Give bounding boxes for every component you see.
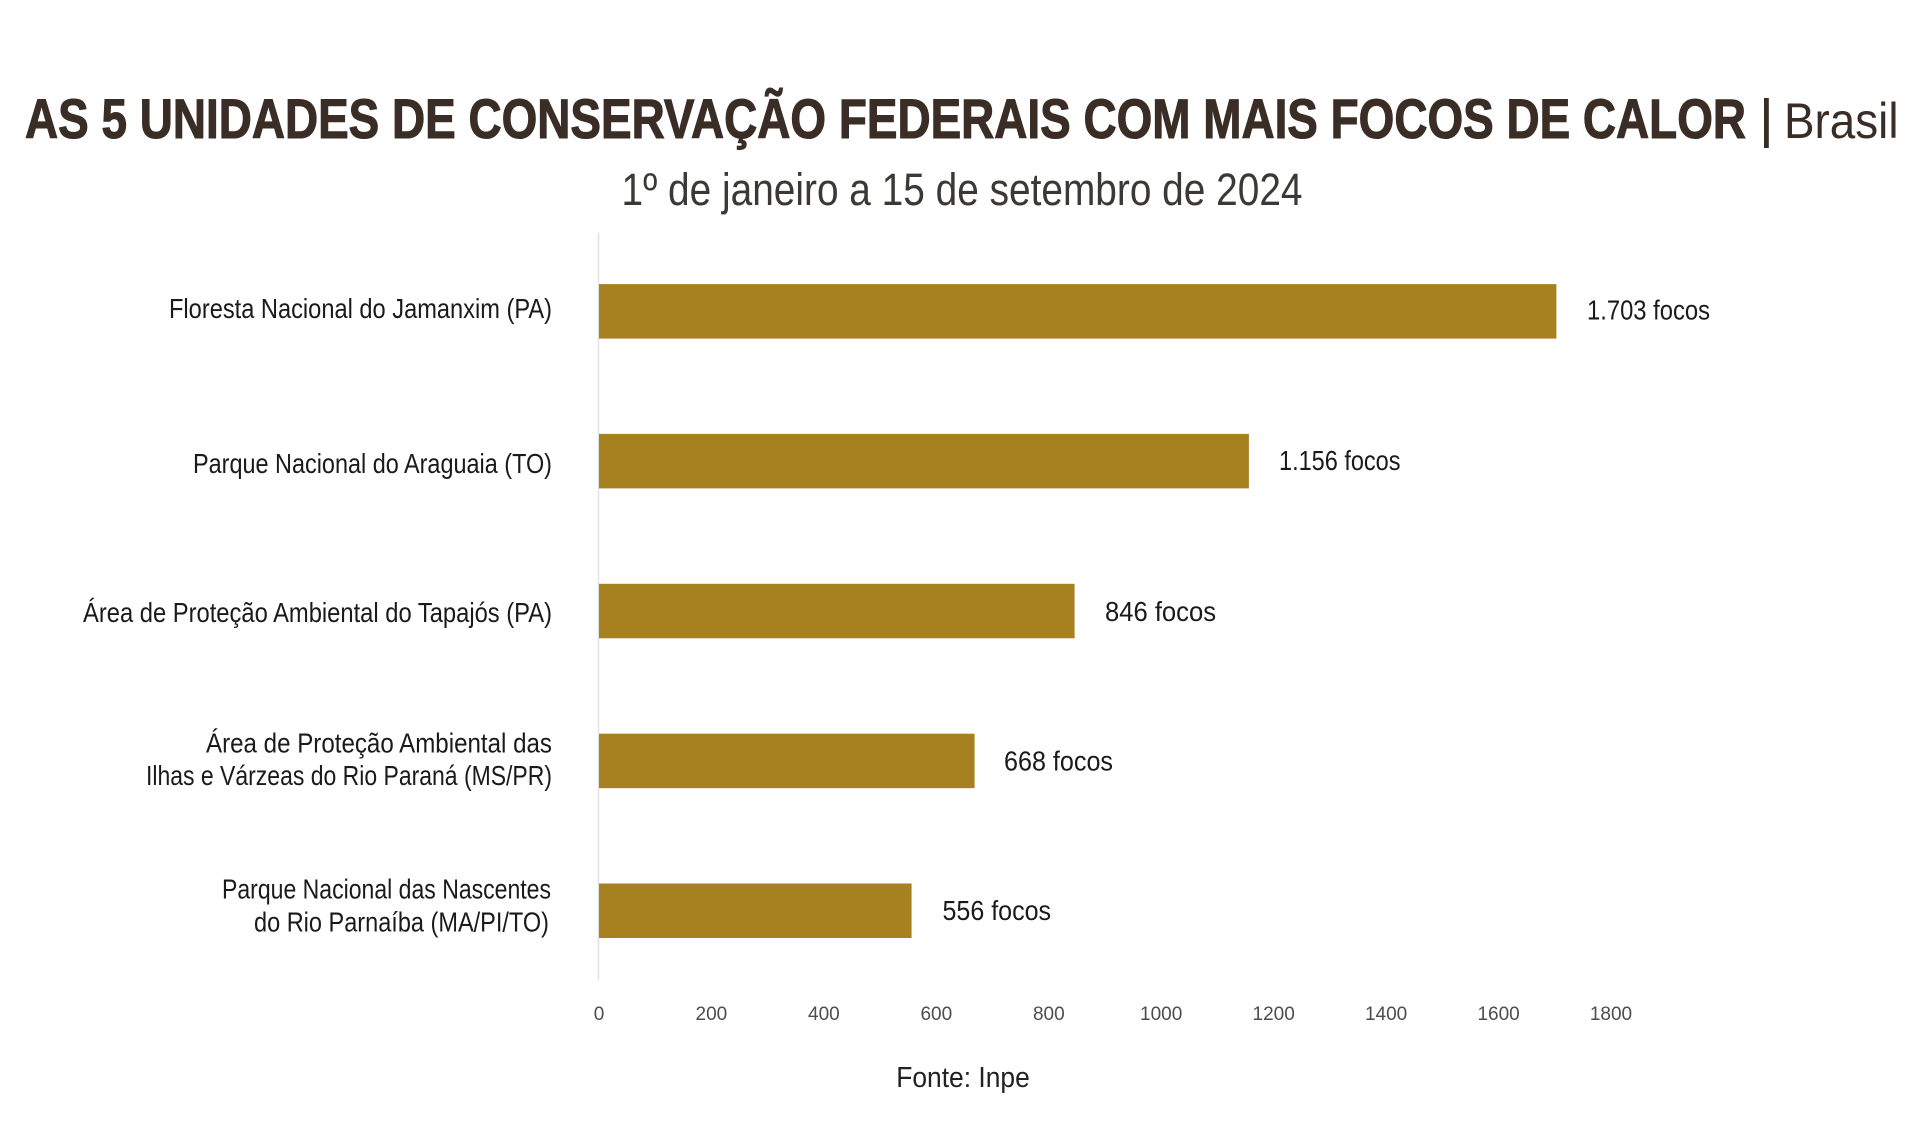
svg-text:do Rio Parnaíba (MA/PI/TO): do Rio Parnaíba (MA/PI/TO) bbox=[254, 907, 549, 938]
svg-text:1400: 1400 bbox=[1365, 1004, 1407, 1025]
svg-text:1.156 focos: 1.156 focos bbox=[1279, 445, 1401, 476]
svg-text:846 focos: 846 focos bbox=[1105, 596, 1216, 627]
svg-text:1200: 1200 bbox=[1253, 1004, 1295, 1025]
svg-text:Floresta Nacional do Jamanxim: Floresta Nacional do Jamanxim (PA) bbox=[169, 293, 552, 324]
svg-text:200: 200 bbox=[696, 1004, 728, 1025]
svg-text:400: 400 bbox=[808, 1004, 840, 1025]
svg-text:1800: 1800 bbox=[1590, 1004, 1632, 1025]
svg-text:Área de Proteção Ambiental das: Área de Proteção Ambiental das bbox=[206, 728, 552, 759]
svg-text:668 focos: 668 focos bbox=[1004, 746, 1113, 777]
svg-text:600: 600 bbox=[920, 1004, 952, 1025]
svg-text:1000: 1000 bbox=[1140, 1004, 1182, 1025]
svg-text:1º de janeiro a 15 de setembro: 1º de janeiro a 15 de setembro de 2024 bbox=[622, 164, 1303, 215]
svg-text:0: 0 bbox=[594, 1004, 605, 1025]
svg-text:1600: 1600 bbox=[1477, 1004, 1519, 1025]
svg-text:Parque Nacional do Araguaia (T: Parque Nacional do Araguaia (TO) bbox=[193, 448, 552, 479]
svg-text:556 focos: 556 focos bbox=[943, 895, 1052, 926]
svg-text:Ilhas e Várzeas do Rio Paraná: Ilhas e Várzeas do Rio Paraná (MS/PR) bbox=[146, 760, 552, 791]
svg-text:AS 5 UNIDADES DE CONSERVAÇÃO F: AS 5 UNIDADES DE CONSERVAÇÃO FEDERAIS CO… bbox=[25, 87, 1746, 150]
svg-text:Parque Nacional das Nascentes: Parque Nacional das Nascentes bbox=[222, 874, 551, 905]
svg-text:Brasil: Brasil bbox=[1784, 93, 1899, 149]
svg-text:Área de Proteção Ambiental do: Área de Proteção Ambiental do Tapajós (P… bbox=[83, 597, 552, 628]
svg-text:800: 800 bbox=[1033, 1004, 1065, 1025]
svg-text:1.703 focos: 1.703 focos bbox=[1587, 295, 1710, 326]
svg-text:Fonte: Inpe: Fonte: Inpe bbox=[896, 1062, 1030, 1094]
